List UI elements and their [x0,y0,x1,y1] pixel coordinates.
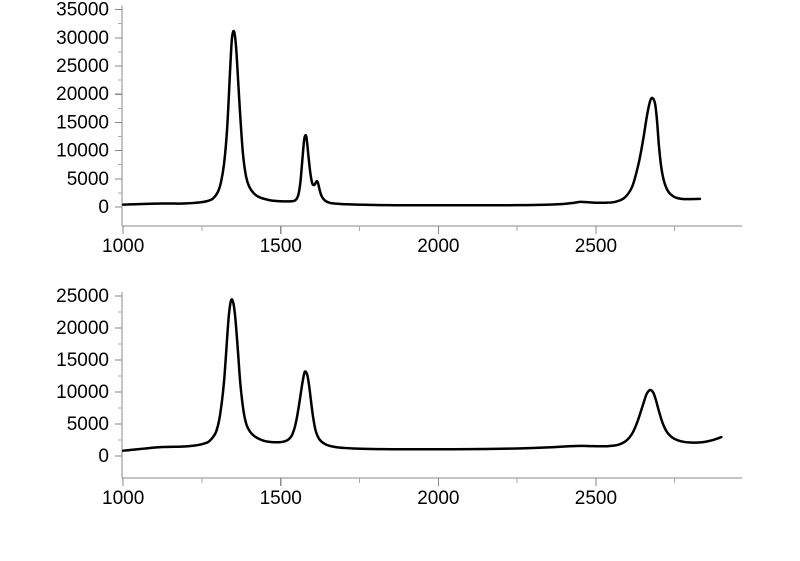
x-tick-label: 2000 [417,236,459,257]
x-tick-label: 1500 [260,488,302,509]
x-tick-label: 1500 [260,236,302,257]
y-tick-label: 20000 [56,84,109,105]
y-tick-label: 30000 [56,28,109,49]
lower-spectrum-plot: 0 5000 10000 15000 20000 25000 1000 1500 2000 250… [56,286,742,509]
y-tick-label: 25000 [56,56,109,77]
y-tick-label: 5000 [67,169,109,190]
y-tick-label: 15000 [56,112,109,133]
y-tick-label: 20000 [56,318,109,339]
x-tick-label: 2500 [575,236,617,257]
y-tick-label: 15000 [56,350,109,371]
y-tick-label: 25000 [56,286,109,307]
y-tick-label: 5000 [67,414,109,435]
x-tick-label: 2500 [575,488,617,509]
lower-spectrum-panel: 0 5000 10000 15000 20000 25000 1000 1500 2000 250… [0,265,800,561]
upper-spectrum-plot: 0 5000 10000 15000 20000 25000 30000 35000 1000 1… [56,0,742,257]
y-tick-label: 0 [98,197,109,218]
y-tick-label: 10000 [56,141,109,162]
x-tick-label: 1000 [102,236,144,257]
spectrum-curve [121,298,723,452]
spectrum-curve [121,29,702,207]
y-tick-label: 0 [98,446,109,467]
x-tick-label: 1000 [102,488,144,509]
upper-spectrum-panel: 0 5000 10000 15000 20000 25000 30000 35000 1000 1… [0,0,800,265]
y-tick-label: 10000 [56,382,109,403]
x-tick-label: 2000 [417,488,459,509]
y-tick-label: 35000 [56,0,109,21]
